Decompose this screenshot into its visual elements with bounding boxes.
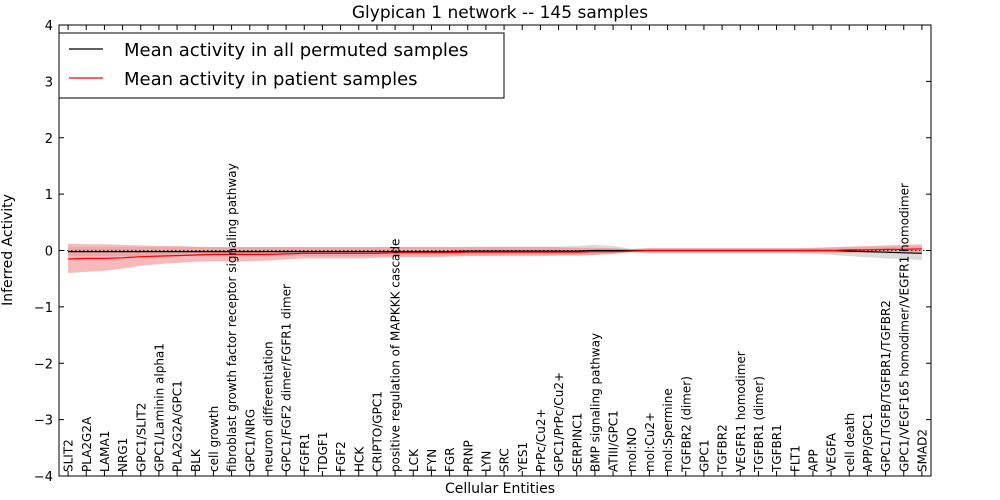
category-label: GPC1/NRG bbox=[243, 409, 257, 472]
category-label: TGFBR1 bbox=[770, 424, 784, 473]
chart-title: Glypican 1 network -- 145 samples bbox=[352, 3, 648, 23]
category-label: PLA2G2A bbox=[80, 416, 94, 472]
category-label: APP/GPC1 bbox=[861, 413, 875, 472]
category-label: TGFBR2 (dimer) bbox=[679, 376, 693, 473]
category-label: HCK bbox=[352, 446, 366, 472]
category-label: FYN bbox=[425, 449, 439, 472]
category-label: LAMA1 bbox=[98, 431, 112, 472]
category-label: GPC1/Laminin alpha1 bbox=[152, 343, 166, 472]
y-tick-label: 3 bbox=[45, 75, 53, 90]
legend-label-permuted: Mean activity in all permuted samples bbox=[124, 40, 468, 61]
category-label: BMP signaling pathway bbox=[588, 333, 602, 472]
category-label: GPC1/PrPc/Cu2+ bbox=[552, 372, 566, 472]
axis-ticks: 4 3 2 1 0 −1 −2 −3 −4 bbox=[34, 19, 931, 485]
category-label: GPC1/SLIT2 bbox=[134, 403, 148, 472]
y-tick-label: −4 bbox=[34, 470, 53, 485]
category-label: PrPc/Cu2+ bbox=[534, 408, 548, 472]
y-tick-label: 4 bbox=[45, 19, 53, 34]
band-patient bbox=[68, 243, 922, 274]
category-label: fibroblast growth factor receptor signal… bbox=[225, 163, 239, 472]
category-label: TGFBR2 bbox=[716, 424, 730, 473]
category-labels: SLIT2 PLA2G2A LAMA1 NRG1 GPC1/SLIT2 GPC1/Lami… bbox=[62, 163, 930, 473]
category-label: neuron differentiation bbox=[261, 341, 275, 472]
category-label: SLIT2 bbox=[62, 439, 76, 472]
category-label: LYN bbox=[479, 451, 493, 472]
series-lines bbox=[59, 248, 931, 260]
y-tick-label: 2 bbox=[45, 132, 53, 147]
category-label: PLA2G2A/GPC1 bbox=[171, 380, 185, 472]
line-patient bbox=[68, 248, 922, 260]
y-tick-label: −2 bbox=[34, 357, 53, 372]
category-label: GPC1/VEGF165 homodimer/VEGFR1 homodimer bbox=[897, 183, 911, 472]
category-label: YES1 bbox=[516, 442, 530, 473]
category-label: SRC bbox=[498, 448, 512, 472]
category-label: positive regulation of MAPKKK cascade bbox=[389, 239, 403, 472]
category-label: cell death bbox=[843, 413, 857, 472]
category-label: BLK bbox=[189, 448, 203, 472]
category-label: FGR bbox=[443, 447, 457, 472]
category-label: SMAD2 bbox=[915, 429, 929, 472]
category-label: FGF2 bbox=[334, 441, 348, 472]
y-tick-label: −1 bbox=[34, 301, 53, 316]
category-label: ATIII/GPC1 bbox=[607, 410, 621, 472]
y-tick-label: 1 bbox=[45, 188, 53, 203]
category-label: TGFBR1 (dimer) bbox=[752, 376, 766, 473]
category-label: GPC1 bbox=[697, 439, 711, 472]
category-label: PRNP bbox=[461, 440, 475, 472]
legend-box bbox=[58, 32, 505, 99]
category-label: LCK bbox=[407, 448, 421, 472]
category-label: SERPINC1 bbox=[570, 413, 584, 472]
category-label: TDGF1 bbox=[316, 432, 330, 473]
y-tick-label: −3 bbox=[34, 414, 53, 429]
category-label: NRG1 bbox=[116, 438, 130, 472]
x-axis-label: Cellular Entities bbox=[445, 481, 555, 497]
category-label: APP bbox=[806, 449, 820, 472]
category-label: VEGFA bbox=[825, 432, 839, 472]
legend: Mean activity in all permuted samples Me… bbox=[58, 32, 505, 99]
y-tick-label: 0 bbox=[45, 245, 53, 260]
category-label: GPC1/FGF2 dimer/FGFR1 dimer bbox=[280, 284, 294, 472]
category-label: mol:Cu2+ bbox=[643, 412, 657, 472]
category-label: VEGFR1 homodimer bbox=[734, 351, 748, 472]
category-label: CRIPTO/GPC1 bbox=[370, 391, 384, 472]
category-label: FGFR1 bbox=[298, 433, 312, 472]
category-label: mol:Spermine bbox=[661, 388, 675, 472]
confidence-bands bbox=[68, 243, 922, 274]
legend-label-patient: Mean activity in patient samples bbox=[124, 69, 418, 90]
category-label: cell growth bbox=[207, 406, 221, 472]
category-label: GPC1/TGFB/TGFBR1/TGFBR2 bbox=[879, 300, 893, 472]
plot-frame bbox=[58, 24, 932, 477]
category-label: mol:NO bbox=[625, 427, 639, 472]
category-label: FLT1 bbox=[788, 445, 802, 472]
y-axis-label: Inferred Activity bbox=[0, 194, 16, 306]
